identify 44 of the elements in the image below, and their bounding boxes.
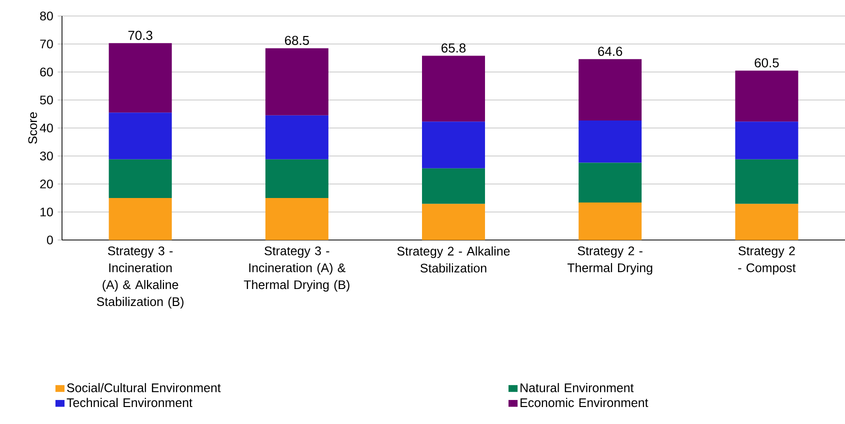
bar [578,202,642,240]
bar [735,159,798,204]
y-tick-label: 80 [40,12,53,20]
x-tick-label: Strategy 2 - Compost [738,246,796,275]
bar [265,159,328,198]
bar [422,56,486,122]
total-label: 60.5 [754,58,779,68]
bar [265,115,328,160]
total-label: 64.6 [598,46,622,56]
bar [265,198,328,240]
y-axis-title: Score [28,112,38,144]
total-label: 68.5 [284,36,309,46]
y-tick-label: 70 [40,40,53,48]
bar [578,162,642,202]
x-tick-label: Strategy 2 - Alkaline Stabilization [397,246,510,273]
total-label: 70.3 [128,30,152,40]
bar [422,122,486,168]
y-tick-label: 0 [46,236,53,244]
legend-label: Technical Environment [66,398,192,408]
bar [108,159,172,198]
y-tick-label: 60 [40,68,53,76]
bar [735,204,798,240]
bar [578,120,642,163]
x-tick-label: Strategy 2 - Thermal Drying [567,246,652,275]
y-tick-label: 40 [40,124,53,132]
y-tick-label: 30 [40,152,53,160]
y-tick-label: 50 [40,96,53,104]
bar [108,112,172,160]
legend-label: Natural Environment [520,383,634,392]
y-tick-label: 20 [40,180,53,188]
legend-label: Social/Cultural Environment [67,383,221,392]
bar [578,59,642,120]
bar [422,204,486,240]
bar [108,198,172,240]
bar [108,43,172,113]
total-label: 65.8 [442,43,466,53]
bar [422,168,486,204]
bar [735,122,798,160]
y-tick-label: 10 [40,208,53,216]
x-tick-label: Strategy 3 - Incineration (A) & Thermal Drying (B) [244,246,350,292]
legend-label: Economic Environment [520,398,648,408]
bar [735,70,798,122]
bar [265,48,328,116]
x-tick-label: Strategy 3 - Incineration (A) & Alkaline Stabilization (B) [96,246,184,309]
